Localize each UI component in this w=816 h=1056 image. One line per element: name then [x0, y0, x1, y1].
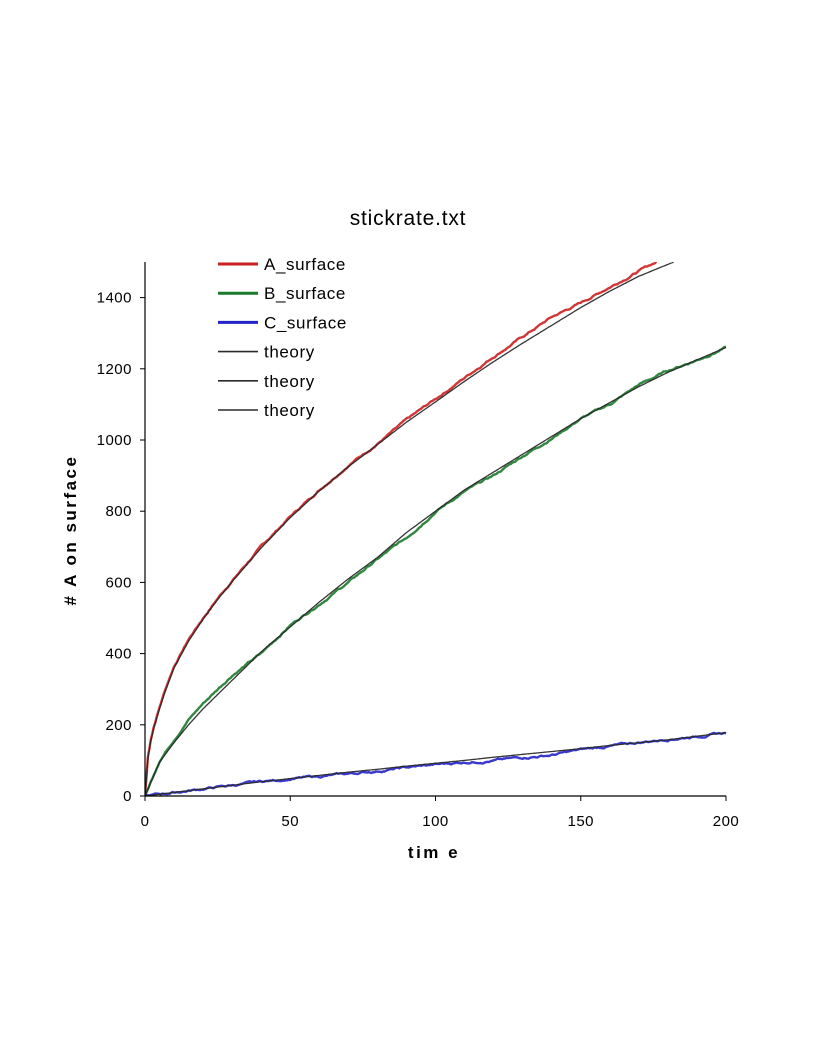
- x-tick-label: 50: [281, 813, 299, 830]
- x-tick-label: 100: [422, 813, 449, 830]
- x-tick-label: 0: [141, 813, 150, 830]
- x-tick-label: 200: [713, 813, 740, 830]
- plot-area: [145, 262, 727, 796]
- y-tick-label: 0: [123, 788, 132, 805]
- legend-label: theory: [264, 343, 315, 362]
- y-axis-title: # A on surface: [61, 455, 80, 606]
- legend-item: C_surface: [218, 313, 347, 332]
- legend-label: A_surface: [264, 255, 346, 274]
- x-tick-label: 150: [567, 813, 594, 830]
- legend-label: B_surface: [264, 284, 346, 303]
- legend-item: B_surface: [218, 284, 346, 303]
- y-tick-label: 400: [105, 646, 132, 663]
- legend-item: A_surface: [218, 255, 346, 274]
- series-line-theory-4: [145, 346, 727, 796]
- series-line-b-surface: [145, 345, 727, 796]
- legend-label: theory: [264, 372, 315, 391]
- legend-item: theory: [218, 372, 315, 391]
- legend-label: theory: [264, 401, 315, 420]
- y-tick-label: 800: [105, 503, 132, 520]
- y-tick-label: 600: [105, 574, 132, 591]
- x-axis-title: tim e: [408, 843, 460, 862]
- legend-label: C_surface: [264, 313, 347, 332]
- series-line-theory-3: [145, 262, 674, 796]
- axes: 0 200 400 600 800 1000 1200 1400 0 50 100 150 200: [97, 262, 740, 830]
- y-tick-label: 1000: [97, 432, 132, 449]
- y-tick-label: 1400: [97, 290, 132, 307]
- series-line-a-surface: [145, 262, 658, 796]
- y-tick-label: 1200: [97, 361, 132, 378]
- legend-item: theory: [218, 401, 315, 420]
- y-tick-label: 200: [105, 717, 132, 734]
- chart-title: stickrate.txt: [350, 207, 467, 230]
- series-line-theory-5: [145, 731, 727, 796]
- legend-item: theory: [218, 343, 315, 362]
